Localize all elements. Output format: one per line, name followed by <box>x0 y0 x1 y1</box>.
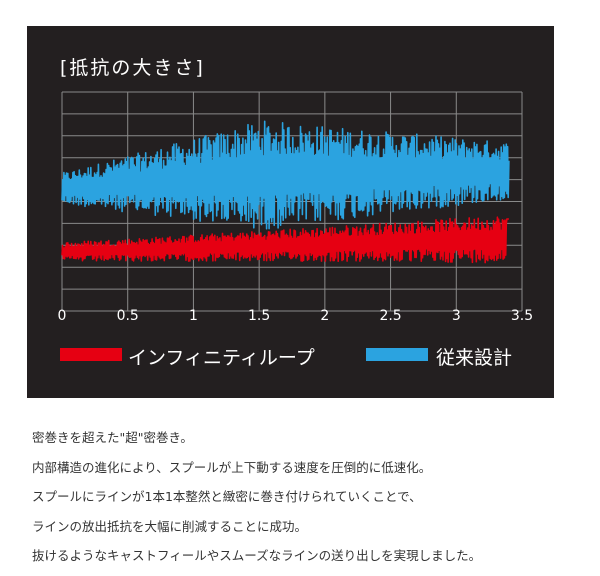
legend-infinity-loop-swatch <box>60 348 122 361</box>
x-tick-label: 2 <box>320 308 329 324</box>
chart-panel: [抵抗の大きさ] 0 0.5 1 1.5 2 2.5 3 3.5 インフィニティループ 従来設計 <box>27 26 554 398</box>
series-layer <box>61 120 510 264</box>
series-line-infinity-loop <box>61 216 510 264</box>
description-text: 密巻きを超えた"超"密巻き。 内部構造の進化により、スプールが上下動する速度を圧… <box>32 428 592 576</box>
legend: インフィニティループ 従来設計 <box>60 347 512 369</box>
x-tick-label: 3.5 <box>511 308 533 324</box>
legend-conventional-swatch <box>366 348 428 361</box>
legend-conventional-label: 従来設計 <box>436 347 512 369</box>
series-line-conventional <box>61 120 510 230</box>
x-tick-label: 1.5 <box>248 308 270 324</box>
chart-title: [抵抗の大きさ] <box>60 57 205 79</box>
x-tick-label: 1 <box>189 308 198 324</box>
caption-line-5: 抜けるようなキャストフィールやスムーズなラインの送り出しを実現しました。 <box>32 548 482 563</box>
x-tick-label: 0 <box>58 308 67 324</box>
x-tick-label: 0.5 <box>117 308 139 324</box>
caption-line-3: スプールにラインが1本1本整然と緻密に巻き付けられていくことで、 <box>32 489 422 504</box>
x-axis-ticks: 0 0.5 1 1.5 2 2.5 3 3.5 <box>58 308 534 324</box>
legend-infinity-loop-label: インフィニティループ <box>128 347 315 369</box>
x-tick-label: 3 <box>452 308 461 324</box>
caption-line-2: 内部構造の進化により、スプールが上下動する速度を圧倒的に低速化。 <box>32 459 432 475</box>
caption-line-4: ラインの放出抵抗を大幅に削減することに成功。 <box>32 518 308 534</box>
resistance-chart: [抵抗の大きさ] 0 0.5 1 1.5 2 2.5 3 3.5 インフィニティループ 従来設計 <box>58 57 534 369</box>
x-tick-label: 2.5 <box>379 308 401 324</box>
caption-line-1: 密巻きを超えた"超"密巻き。 <box>32 430 193 445</box>
